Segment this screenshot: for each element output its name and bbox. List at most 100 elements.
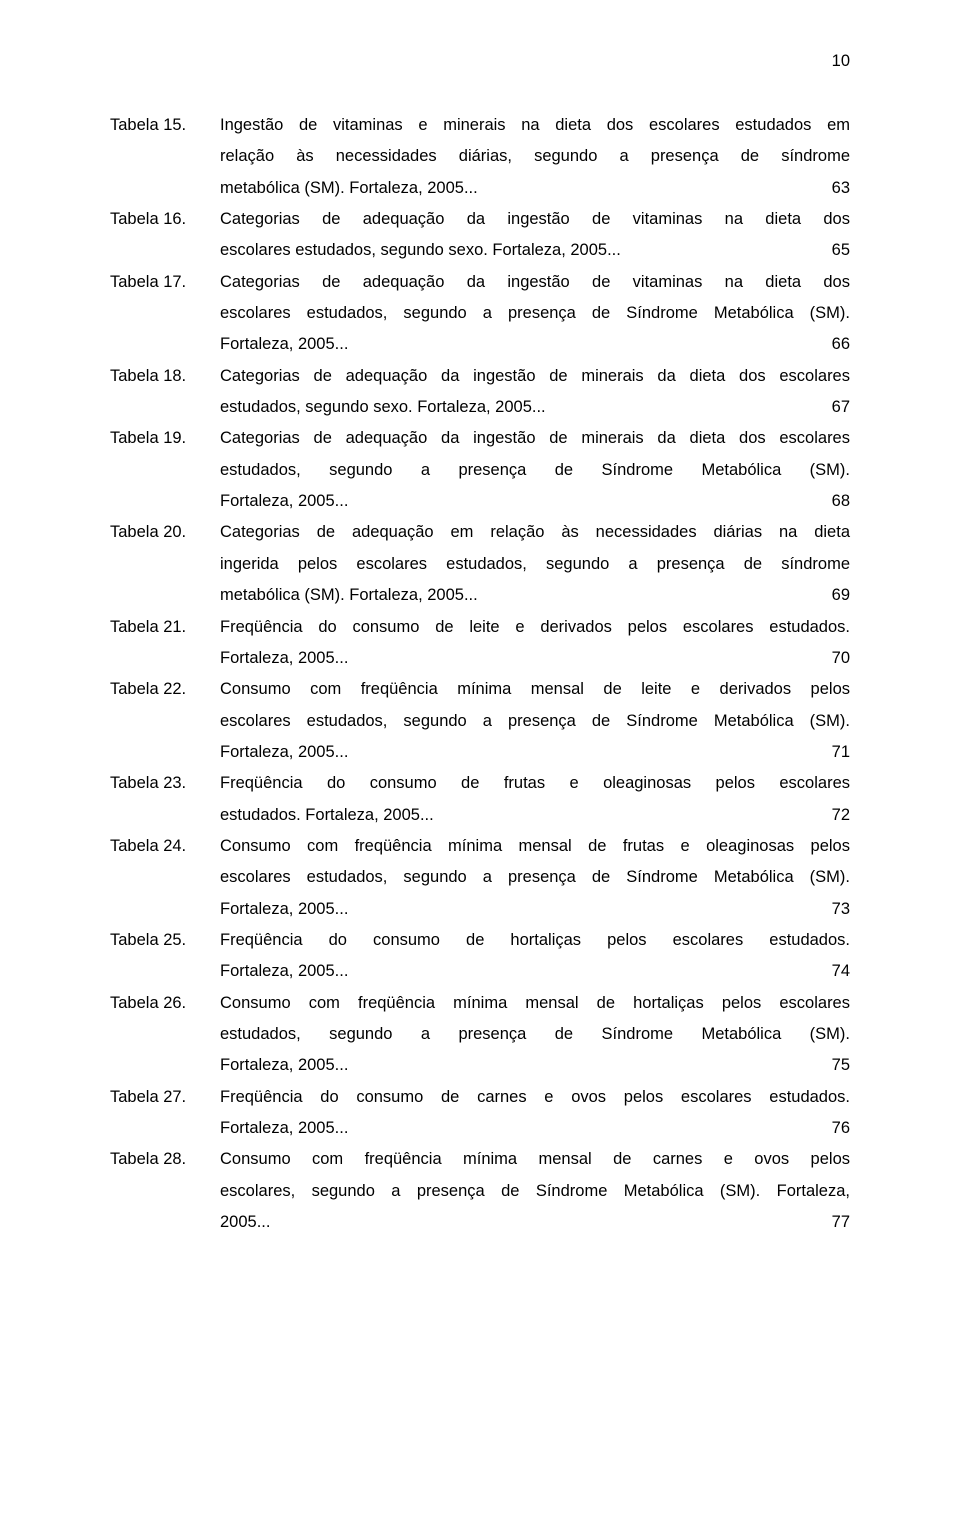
toc-entry: Tabela 27.Freqüência do consumo de carne…	[110, 1082, 850, 1145]
toc-entry: Tabela 20.Categorias de adequação em rel…	[110, 517, 850, 611]
entry-line: Freqüência do consumo de frutas e oleagi…	[220, 768, 850, 799]
entry-last-line: Fortaleza, 2005... 66	[220, 329, 850, 360]
toc-entries: Tabela 15.Ingestão de vitaminas e minera…	[110, 110, 850, 1238]
entry-page-ref: 70	[820, 643, 850, 674]
entry-label: Tabela 24.	[110, 831, 220, 862]
entry-last-text: Fortaleza, 2005...	[220, 894, 348, 925]
entry-line: Freqüência do consumo de carnes e ovos p…	[220, 1082, 850, 1113]
entry-label: Tabela 22.	[110, 674, 220, 705]
entry-last-line: estudados, segundo sexo. Fortaleza, 2005…	[220, 392, 850, 423]
entry-line: estudados, segundo a presença de Síndrom…	[220, 1019, 850, 1050]
entry-label: Tabela 28.	[110, 1144, 220, 1175]
entry-last-line: Fortaleza, 2005... 76	[220, 1113, 850, 1144]
entry-label: Tabela 21.	[110, 612, 220, 643]
entry-last-line: 2005...77	[220, 1207, 850, 1238]
entry-last-text: Fortaleza, 2005...	[220, 486, 348, 517]
entry-last-line: Fortaleza, 2005... 68	[220, 486, 850, 517]
entry-label: Tabela 27.	[110, 1082, 220, 1113]
entry-description: Ingestão de vitaminas e minerais na diet…	[220, 110, 850, 204]
entry-line: Consumo com freqüência mínima mensal de …	[220, 831, 850, 862]
entry-line: Consumo com freqüência mínima mensal de …	[220, 1144, 850, 1175]
document-page: 10 Tabela 15.Ingestão de vitaminas e min…	[0, 0, 960, 1517]
entry-line: Consumo com freqüência mínima mensal de …	[220, 988, 850, 1019]
entry-description: Freqüência do consumo de leite e derivad…	[220, 612, 850, 675]
entry-line: escolares, segundo a presença de Síndrom…	[220, 1176, 850, 1207]
entry-label: Tabela 18.	[110, 361, 220, 392]
entry-line: Freqüência do consumo de leite e derivad…	[220, 612, 850, 643]
entry-label: Tabela 26.	[110, 988, 220, 1019]
toc-entry: Tabela 16.Categorias de adequação da ing…	[110, 204, 850, 267]
entry-line: Categorias de adequação em relação às ne…	[220, 517, 850, 548]
toc-entry: Tabela 17.Categorias de adequação da ing…	[110, 267, 850, 361]
entry-description: Consumo com freqüência mínima mensal de …	[220, 831, 850, 925]
entry-last-text: metabólica (SM). Fortaleza, 2005...	[220, 173, 478, 204]
toc-entry: Tabela 23.Freqüência do consumo de fruta…	[110, 768, 850, 831]
entry-line: Categorias de adequação da ingestão de v…	[220, 204, 850, 235]
entry-line: escolares estudados, segundo a presença …	[220, 298, 850, 329]
toc-entry: Tabela 28.Consumo com freqüência mínima …	[110, 1144, 850, 1238]
entry-page-ref: 71	[820, 737, 850, 768]
entry-last-line: metabólica (SM). Fortaleza, 2005... 69	[220, 580, 850, 611]
entry-description: Freqüência do consumo de frutas e oleagi…	[220, 768, 850, 831]
entry-page-ref: 69	[820, 580, 850, 611]
entry-description: Freqüência do consumo de hortaliças pelo…	[220, 925, 850, 988]
entry-page-ref: 75	[820, 1050, 850, 1081]
entry-line: estudados, segundo a presença de Síndrom…	[220, 455, 850, 486]
entry-line: relação às necessidades diárias, segundo…	[220, 141, 850, 172]
entry-label: Tabela 20.	[110, 517, 220, 548]
entry-last-line: estudados. Fortaleza, 2005... 72	[220, 800, 850, 831]
entry-page-ref: 66	[820, 329, 850, 360]
entry-last-text: Fortaleza, 2005...	[220, 1050, 348, 1081]
entry-line: Consumo com freqüência mínima mensal de …	[220, 674, 850, 705]
entry-line: escolares estudados, segundo a presença …	[220, 706, 850, 737]
entry-description: Categorias de adequação da ingestão de v…	[220, 267, 850, 361]
toc-entry: Tabela 26.Consumo com freqüência mínima …	[110, 988, 850, 1082]
entry-description: Freqüência do consumo de carnes e ovos p…	[220, 1082, 850, 1145]
toc-entry: Tabela 24.Consumo com freqüência mínima …	[110, 831, 850, 925]
entry-label: Tabela 15.	[110, 110, 220, 141]
entry-page-ref: 65	[820, 235, 850, 266]
toc-entry: Tabela 25.Freqüência do consumo de horta…	[110, 925, 850, 988]
entry-last-line: Fortaleza, 2005... 70	[220, 643, 850, 674]
entry-label: Tabela 19.	[110, 423, 220, 454]
entry-line: Categorias de adequação da ingestão de m…	[220, 423, 850, 454]
entry-description: Categorias de adequação em relação às ne…	[220, 517, 850, 611]
entry-description: Categorias de adequação da ingestão de v…	[220, 204, 850, 267]
entry-line: Categorias de adequação da ingestão de m…	[220, 361, 850, 392]
entry-page-ref: 74	[820, 956, 850, 987]
entry-last-text: Fortaleza, 2005...	[220, 1113, 348, 1144]
entry-line: Ingestão de vitaminas e minerais na diet…	[220, 110, 850, 141]
toc-entry: Tabela 22.Consumo com freqüência mínima …	[110, 674, 850, 768]
toc-entry: Tabela 18.Categorias de adequação da ing…	[110, 361, 850, 424]
entry-last-text: escolares estudados, segundo sexo. Forta…	[220, 235, 621, 266]
entry-last-text: estudados. Fortaleza, 2005...	[220, 800, 434, 831]
entry-label: Tabela 23.	[110, 768, 220, 799]
entry-page-ref: 72	[820, 800, 850, 831]
page-number: 10	[832, 46, 850, 77]
entry-last-text: Fortaleza, 2005...	[220, 956, 348, 987]
entry-page-ref: 63	[820, 173, 850, 204]
entry-last-line: Fortaleza, 2005... 74	[220, 956, 850, 987]
toc-entry: Tabela 19.Categorias de adequação da ing…	[110, 423, 850, 517]
entry-last-line: Fortaleza, 2005...71	[220, 737, 850, 768]
entry-last-text: estudados, segundo sexo. Fortaleza, 2005…	[220, 392, 546, 423]
entry-last-line: Fortaleza, 2005... 75	[220, 1050, 850, 1081]
entry-line: escolares estudados, segundo a presença …	[220, 862, 850, 893]
toc-entry: Tabela 15.Ingestão de vitaminas e minera…	[110, 110, 850, 204]
entry-last-line: Fortaleza, 2005... 73	[220, 894, 850, 925]
entry-page-ref: 67	[820, 392, 850, 423]
entry-last-text: Fortaleza, 2005...	[220, 329, 348, 360]
entry-description: Consumo com freqüência mínima mensal de …	[220, 1144, 850, 1238]
entry-label: Tabela 17.	[110, 267, 220, 298]
entry-last-text: metabólica (SM). Fortaleza, 2005...	[220, 580, 478, 611]
entry-line: Freqüência do consumo de hortaliças pelo…	[220, 925, 850, 956]
entry-page-ref: 68	[820, 486, 850, 517]
entry-label: Tabela 16.	[110, 204, 220, 235]
entry-last-text: Fortaleza, 2005...	[220, 643, 348, 674]
entry-description: Categorias de adequação da ingestão de m…	[220, 423, 850, 517]
entry-last-line: escolares estudados, segundo sexo. Forta…	[220, 235, 850, 266]
entry-last-text: 2005...	[220, 1207, 270, 1238]
entry-description: Categorias de adequação da ingestão de m…	[220, 361, 850, 424]
entry-page-ref: 73	[820, 894, 850, 925]
entry-page-ref: 76	[820, 1113, 850, 1144]
